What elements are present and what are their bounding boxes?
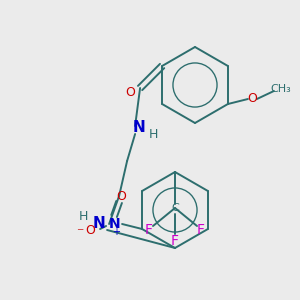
Text: CH₃: CH₃: [271, 84, 291, 94]
Text: F: F: [197, 223, 205, 237]
Text: +: +: [112, 227, 120, 237]
Text: N: N: [133, 121, 146, 136]
Text: H: H: [78, 209, 88, 223]
Text: O: O: [116, 190, 126, 203]
Text: N: N: [108, 217, 120, 231]
Text: F: F: [145, 223, 153, 237]
Text: C: C: [171, 203, 179, 213]
Text: F: F: [171, 234, 179, 248]
Text: H: H: [148, 128, 158, 140]
Text: O: O: [85, 224, 95, 238]
Text: N: N: [93, 217, 106, 232]
Text: O: O: [125, 85, 135, 98]
Text: ⁻: ⁻: [76, 226, 84, 240]
Text: O: O: [247, 92, 257, 106]
